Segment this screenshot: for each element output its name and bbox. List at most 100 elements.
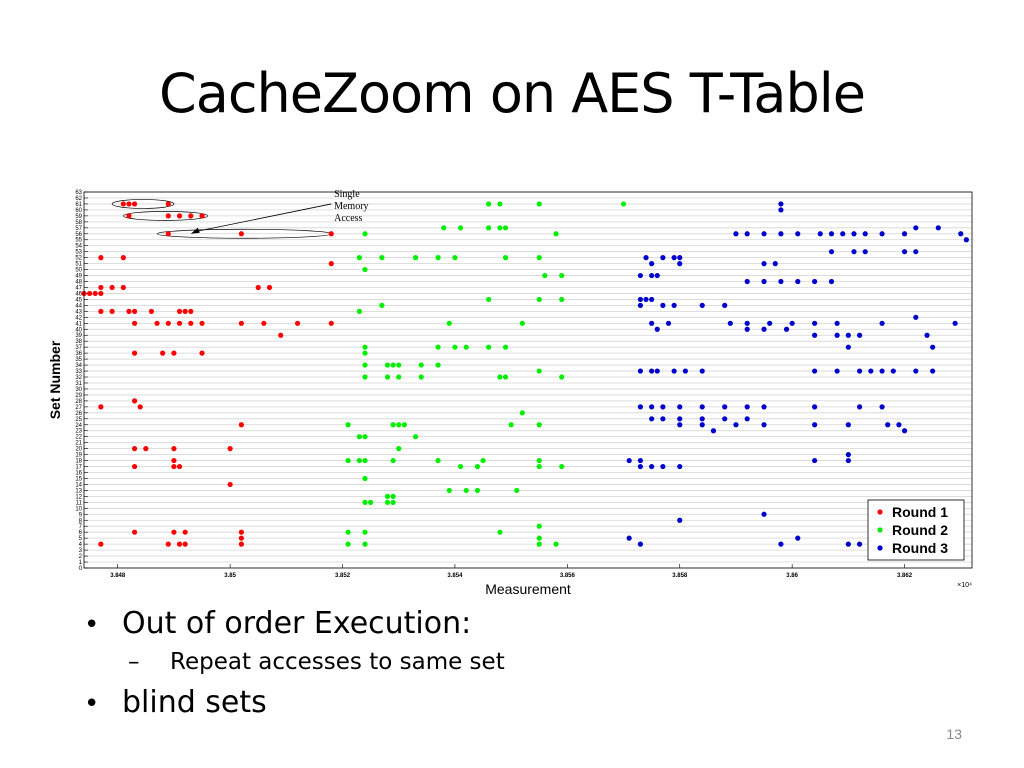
data-point bbox=[497, 201, 503, 207]
data-point bbox=[176, 308, 183, 314]
data-point bbox=[834, 368, 840, 374]
data-point bbox=[828, 278, 835, 285]
y-tick-label: 54 bbox=[75, 244, 82, 250]
data-point bbox=[384, 493, 391, 499]
data-point bbox=[626, 457, 632, 464]
data-point bbox=[845, 332, 851, 338]
data-point bbox=[379, 302, 385, 308]
data-point bbox=[362, 344, 368, 350]
y-tick-label: 51 bbox=[75, 262, 82, 268]
data-point bbox=[87, 290, 93, 297]
data-point bbox=[958, 231, 964, 237]
data-point bbox=[514, 487, 520, 494]
data-point bbox=[812, 422, 818, 428]
y-tick-label: 47 bbox=[75, 285, 82, 291]
data-point bbox=[379, 255, 385, 261]
y-tick-label: 21 bbox=[75, 441, 82, 447]
y-tick-label: 10 bbox=[75, 506, 82, 512]
data-point bbox=[536, 201, 542, 207]
data-point bbox=[649, 272, 655, 279]
y-tick-label: 49 bbox=[75, 274, 82, 280]
data-point bbox=[199, 213, 205, 219]
y-tick-label: 0 bbox=[79, 566, 83, 572]
data-point bbox=[362, 434, 368, 440]
data-point bbox=[171, 446, 177, 452]
data-point bbox=[109, 284, 115, 291]
data-point bbox=[238, 535, 244, 541]
data-point bbox=[963, 237, 969, 243]
x-axis-exponent: ×10⁴ bbox=[957, 582, 972, 589]
data-point bbox=[828, 249, 835, 255]
slide-title: CacheZoom on AES T-Table bbox=[159, 62, 866, 125]
data-point bbox=[744, 278, 750, 285]
data-point bbox=[98, 255, 104, 261]
data-point bbox=[553, 231, 559, 237]
y-tick-label: 45 bbox=[75, 297, 82, 303]
data-point bbox=[502, 255, 509, 261]
data-point bbox=[182, 529, 188, 535]
data-point bbox=[671, 255, 677, 261]
data-point bbox=[536, 422, 542, 428]
y-tick-label: 39 bbox=[75, 333, 82, 339]
data-point bbox=[238, 422, 244, 428]
data-point bbox=[446, 320, 452, 326]
y-tick-label: 32 bbox=[75, 375, 82, 381]
data-point bbox=[879, 404, 885, 410]
data-point bbox=[120, 255, 126, 261]
y-tick-label: 28 bbox=[75, 399, 82, 405]
x-tick-label: 3.856 bbox=[560, 573, 576, 579]
data-point bbox=[637, 457, 644, 464]
data-point bbox=[362, 475, 368, 482]
data-point bbox=[238, 529, 244, 535]
data-point bbox=[362, 529, 368, 535]
data-point bbox=[795, 278, 801, 285]
y-tick-label: 46 bbox=[75, 291, 82, 297]
plot-frame bbox=[83, 191, 973, 569]
y-tick-label: 25 bbox=[75, 417, 82, 423]
data-point bbox=[356, 434, 362, 440]
x-tick-label: 3.85 bbox=[224, 573, 236, 579]
data-point bbox=[637, 272, 644, 279]
data-point bbox=[795, 535, 801, 541]
data-point bbox=[519, 320, 525, 326]
data-point bbox=[879, 320, 885, 326]
data-point bbox=[452, 255, 458, 261]
y-tick-label: 24 bbox=[75, 423, 82, 429]
data-point bbox=[92, 290, 98, 297]
y-tick-label: 14 bbox=[75, 482, 82, 488]
y-tick-label: 58 bbox=[75, 220, 82, 226]
x-tick-label: 3.848 bbox=[110, 573, 126, 579]
data-point bbox=[171, 457, 177, 464]
data-point bbox=[626, 535, 632, 541]
y-tick-label: 50 bbox=[75, 268, 82, 274]
data-point bbox=[812, 404, 818, 410]
data-point bbox=[171, 529, 177, 535]
dash-icon: – bbox=[128, 649, 140, 675]
data-point bbox=[396, 362, 402, 368]
chart-legend: Round 1 Round 2 Round 3 bbox=[867, 499, 965, 561]
data-point bbox=[913, 225, 919, 231]
data-point bbox=[497, 374, 503, 380]
data-point bbox=[412, 434, 419, 440]
data-point bbox=[913, 368, 919, 374]
data-point bbox=[441, 225, 447, 231]
data-point bbox=[851, 249, 857, 255]
data-point bbox=[435, 344, 441, 350]
y-tick-label: 5 bbox=[79, 536, 83, 542]
data-point bbox=[328, 320, 334, 326]
data-point bbox=[502, 374, 509, 380]
data-point bbox=[165, 213, 171, 219]
y-axis-ticks: 0123456789101112131415161718192021222324… bbox=[75, 190, 88, 572]
data-point bbox=[390, 422, 396, 428]
legend-label: Round 3 bbox=[892, 540, 948, 556]
data-point bbox=[649, 463, 655, 470]
data-point bbox=[879, 231, 885, 237]
data-point bbox=[890, 368, 896, 374]
data-point bbox=[486, 201, 492, 207]
data-point bbox=[772, 261, 778, 267]
data-point bbox=[649, 416, 655, 422]
data-point bbox=[761, 231, 767, 237]
data-point bbox=[457, 225, 464, 231]
data-point bbox=[660, 404, 666, 410]
y-tick-label: 53 bbox=[75, 250, 82, 256]
